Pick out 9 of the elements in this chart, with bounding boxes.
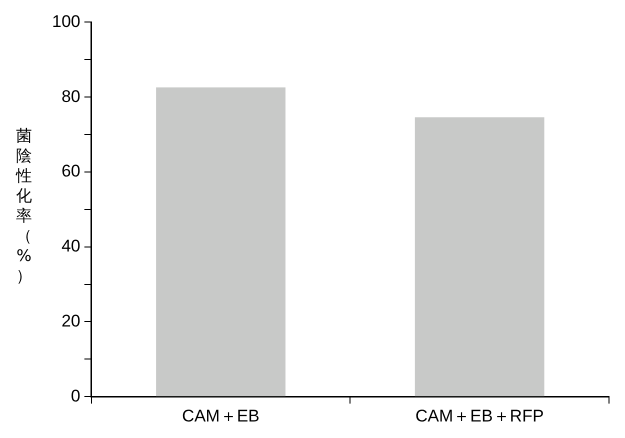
y-tick-label: 60 [61,162,80,181]
y-tick-label: 40 [61,236,80,256]
y-axis-title: 菌陰性化率（%） [14,126,33,286]
y-tick-label: 80 [61,86,80,106]
y-tick-label: 100 [52,12,80,31]
x-tick-label: CAM＋EB＋RFP [415,406,544,426]
x-tick-label: CAM＋EB [182,406,260,426]
y-tick-label: 20 [61,311,80,330]
y-tick-label: 0 [70,386,80,406]
